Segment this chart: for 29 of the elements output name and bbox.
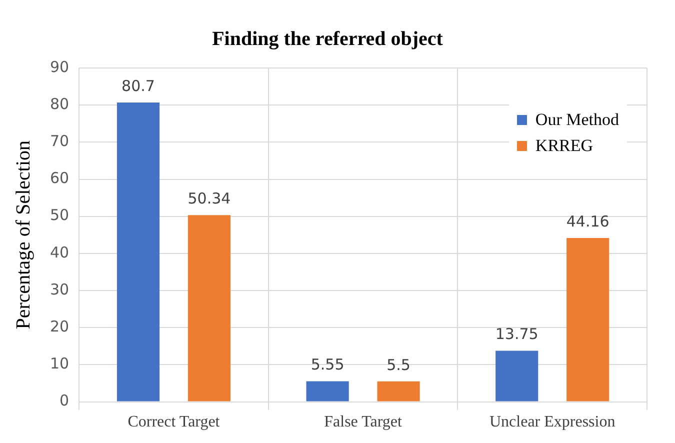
data-label: 50.34 xyxy=(188,189,231,208)
y-tick-label: 50 xyxy=(50,206,70,224)
data-label: 80.7 xyxy=(122,76,155,95)
legend-label: Our Method xyxy=(535,110,619,130)
y-tick-label: 30 xyxy=(50,280,70,298)
legend-label: KRREG xyxy=(535,136,594,156)
y-tick-label: 10 xyxy=(50,354,70,373)
x-tick-label: False Target xyxy=(324,414,403,431)
data-label: 13.75 xyxy=(495,325,538,344)
bar xyxy=(188,215,231,402)
y-tick-label: 80 xyxy=(50,94,70,113)
data-label: 5.5 xyxy=(386,356,410,374)
y-axis-title: Percentage of Selection xyxy=(12,140,34,330)
bar xyxy=(496,350,538,402)
y-tick-label: 0 xyxy=(60,392,70,410)
x-tick-label: Unclear Expression xyxy=(489,414,616,431)
y-tick-label: 90 xyxy=(50,58,70,76)
y-tick-label: 70 xyxy=(50,132,70,150)
y-tick-label: 20 xyxy=(50,318,70,336)
y-tick-label: 40 xyxy=(50,243,70,262)
chart-title: Finding the referred object xyxy=(212,28,444,50)
data-label: 5.55 xyxy=(310,356,344,374)
bar xyxy=(116,102,160,402)
bar xyxy=(377,381,420,402)
bar xyxy=(566,238,610,402)
x-tick-label: Correct Target xyxy=(128,414,220,431)
y-tick-label: 60 xyxy=(50,169,70,188)
bar xyxy=(306,381,349,402)
data-label: 44.16 xyxy=(566,212,610,230)
